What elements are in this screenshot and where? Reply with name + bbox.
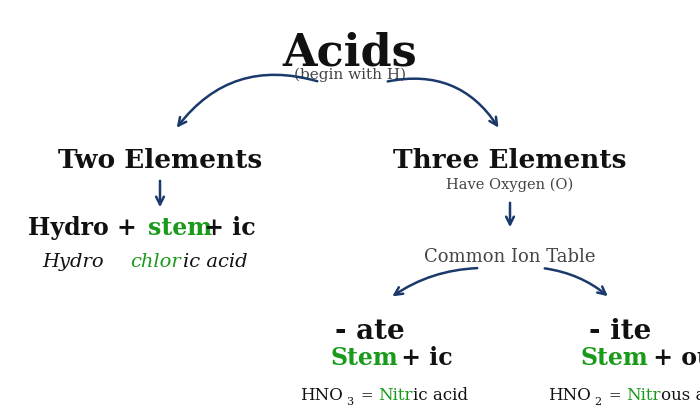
Text: + ous: + ous (645, 346, 700, 370)
Text: ic acid: ic acid (183, 253, 248, 271)
Text: Nitr: Nitr (626, 387, 661, 404)
Text: Hydro: Hydro (42, 253, 104, 271)
Text: (begin with H): (begin with H) (294, 68, 406, 82)
Text: HNO: HNO (548, 387, 591, 404)
Text: Common Ion Table: Common Ion Table (424, 248, 596, 266)
Text: ic acid: ic acid (413, 387, 468, 404)
Text: + ic: + ic (196, 216, 256, 240)
Text: ous acid: ous acid (661, 387, 700, 404)
Text: stem: stem (148, 216, 212, 240)
Text: + ic: + ic (393, 346, 453, 370)
Text: HNO: HNO (300, 387, 343, 404)
Text: Hydro +: Hydro + (28, 216, 145, 240)
Text: Nitr: Nitr (378, 387, 412, 404)
Text: - ate: - ate (335, 318, 405, 345)
Text: Two Elements: Two Elements (58, 148, 262, 173)
Text: chlor: chlor (130, 253, 181, 271)
Text: =: = (604, 389, 626, 403)
Text: =: = (356, 389, 379, 403)
Text: Stem: Stem (330, 346, 398, 370)
Text: Have Oxygen (O): Have Oxygen (O) (447, 178, 573, 192)
Text: 3: 3 (346, 397, 353, 407)
Text: - ite: - ite (589, 318, 651, 345)
Text: Three Elements: Three Elements (393, 148, 626, 173)
Text: Acids: Acids (283, 32, 417, 75)
Text: 2: 2 (594, 397, 601, 407)
Text: Stem: Stem (580, 346, 648, 370)
